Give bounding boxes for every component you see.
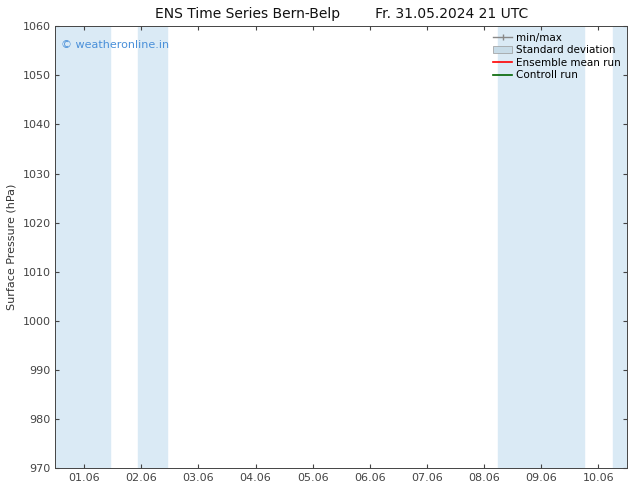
Title: ENS Time Series Bern-Belp        Fr. 31.05.2024 21 UTC: ENS Time Series Bern-Belp Fr. 31.05.2024… <box>155 7 528 21</box>
Legend: min/max, Standard deviation, Ensemble mean run, Controll run: min/max, Standard deviation, Ensemble me… <box>490 29 624 83</box>
Bar <box>498 26 584 468</box>
Bar <box>56 26 110 468</box>
Bar <box>138 26 167 468</box>
Y-axis label: Surface Pressure (hPa): Surface Pressure (hPa) <box>7 184 17 311</box>
Bar <box>613 26 627 468</box>
Text: © weatheronline.in: © weatheronline.in <box>61 40 169 49</box>
